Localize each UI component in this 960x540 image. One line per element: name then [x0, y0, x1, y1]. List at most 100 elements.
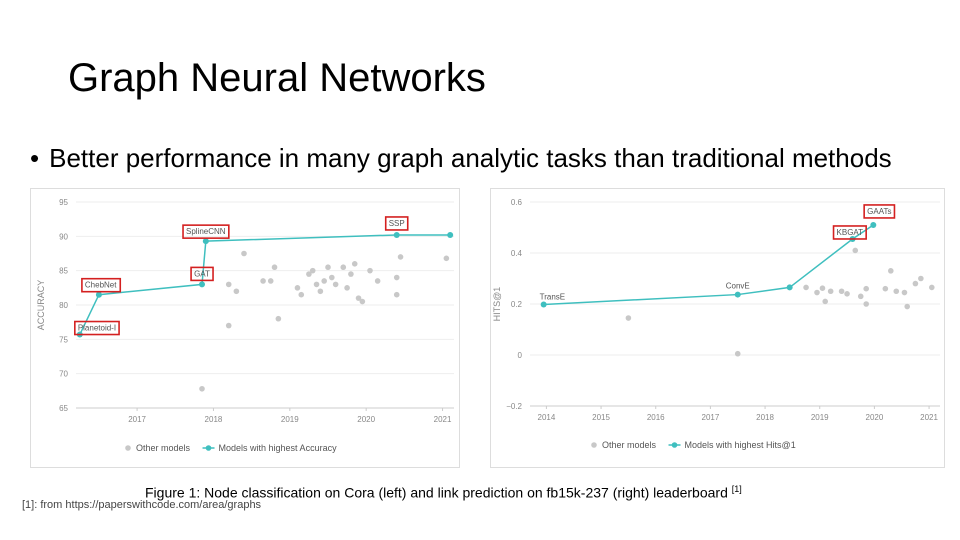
other-model-point [325, 264, 331, 271]
best-model-point [393, 231, 400, 238]
other-model-point [313, 281, 320, 288]
other-model-point [351, 261, 358, 267]
y-tick-label: 0.4 [511, 249, 523, 258]
bullet-point: • Better performance in many graph analyt… [30, 143, 892, 174]
other-model-point [893, 288, 900, 295]
legend-marker-best [671, 442, 678, 448]
legend-marker-best [205, 445, 212, 451]
other-model-point [374, 278, 381, 284]
y-tick-label: 0.6 [511, 198, 523, 207]
other-model-point [803, 284, 809, 291]
other-model-point [340, 264, 347, 271]
other-model-point [819, 285, 826, 291]
best-model-point [447, 231, 454, 238]
other-model-point [332, 281, 339, 288]
highlight-box [190, 266, 214, 282]
x-tick-label: 2019 [281, 415, 299, 424]
other-model-point [225, 281, 232, 288]
best-model-point [786, 284, 793, 291]
other-model-point [393, 274, 400, 281]
y-tick-label: 65 [59, 404, 68, 413]
model-label: KBGAT [837, 228, 864, 237]
other-model-point [241, 250, 247, 257]
x-tick-label: 2021 [920, 413, 938, 422]
legend-label-best: Models with highest Hits@1 [685, 440, 796, 450]
other-model-point [904, 303, 910, 310]
other-model-point [857, 293, 864, 300]
x-tick-label: 2015 [592, 413, 610, 422]
model-label: ChebNet [85, 281, 117, 290]
best-series-line [79, 234, 451, 335]
y-tick-label: 85 [59, 267, 68, 276]
other-model-point [397, 254, 404, 260]
chart-cora-accuracy: 65 70 75 80 85 90 95 2017 2018 2019 2020 2021 ACCURA… [30, 188, 460, 468]
other-model-point [822, 298, 828, 305]
chart-fb15k-hits: −0.2 0 0.2 0.4 0.6 2014 2015 2016 2017 2018 2019 20… [490, 188, 945, 468]
other-model-point [317, 288, 324, 295]
model-label: SSP [389, 219, 405, 228]
other-model-point [814, 289, 820, 296]
bullet-text: Better performance in many graph analyti… [49, 143, 892, 173]
y-axis-label: HITS@1 [492, 287, 502, 322]
other-model-point [827, 288, 834, 295]
y-tick-label: 0 [518, 351, 523, 360]
legend-label-other: Other models [136, 443, 191, 453]
other-model-point [355, 295, 362, 301]
best-model-point [202, 238, 209, 245]
other-model-point [888, 268, 894, 274]
model-label: TransE [540, 293, 566, 302]
legend-marker-other [591, 442, 597, 448]
x-tick-label: 2020 [866, 413, 884, 422]
other-model-point [625, 315, 632, 321]
y-tick-label: 90 [59, 232, 68, 241]
model-label: Planetoid-I [78, 324, 116, 333]
model-label: ConvE [726, 282, 750, 291]
x-tick-label: 2017 [128, 415, 146, 424]
legend-marker-other [125, 445, 131, 451]
highlight-box [81, 277, 122, 293]
other-model-point [882, 285, 889, 292]
y-tick-label: 80 [59, 301, 68, 310]
model-label: GAT [194, 269, 210, 278]
other-model-point [321, 278, 327, 284]
y-axis-label: ACCURACY [36, 280, 46, 331]
other-model-point [309, 267, 316, 274]
other-model-point [393, 291, 400, 298]
other-model-point [863, 301, 869, 307]
other-model-point [225, 322, 232, 329]
y-tick-label: 75 [59, 335, 68, 344]
caption-text: Figure 1: Node classification on Cora (l… [145, 484, 732, 501]
x-tick-label: 2019 [811, 413, 829, 422]
other-model-point [852, 247, 859, 254]
other-model-point [344, 285, 350, 291]
other-model-point [367, 267, 373, 274]
legend-label-other: Other models [602, 440, 657, 450]
highlight-box [863, 204, 896, 219]
other-model-point [918, 275, 924, 282]
best-model-point [540, 301, 547, 308]
highlight-box [384, 216, 409, 231]
x-tick-label: 2016 [647, 413, 665, 422]
model-label: SplineCNN [186, 227, 226, 236]
other-model-point [844, 291, 850, 297]
highlight-box [832, 225, 867, 240]
other-model-point [359, 298, 366, 305]
other-model-point [838, 288, 845, 295]
best-model-point [870, 221, 877, 228]
other-model-point [294, 285, 301, 291]
caption-reference: [1] [731, 484, 742, 494]
footnote: [1]: from https://paperswithcode.com/are… [22, 499, 262, 511]
other-model-point [275, 315, 282, 322]
x-tick-label: 2021 [434, 415, 452, 424]
other-model-point [901, 289, 908, 296]
y-tick-label: 95 [59, 198, 68, 207]
x-tick-label: 2018 [756, 413, 774, 422]
other-model-point [912, 280, 919, 287]
best-model-point [734, 291, 741, 298]
x-tick-label: 2014 [538, 413, 556, 422]
other-model-point [267, 278, 274, 284]
chart-frame [490, 188, 945, 468]
y-tick-label: 70 [59, 370, 68, 379]
model-label: GAATs [867, 207, 891, 216]
x-tick-label: 2017 [702, 413, 720, 422]
